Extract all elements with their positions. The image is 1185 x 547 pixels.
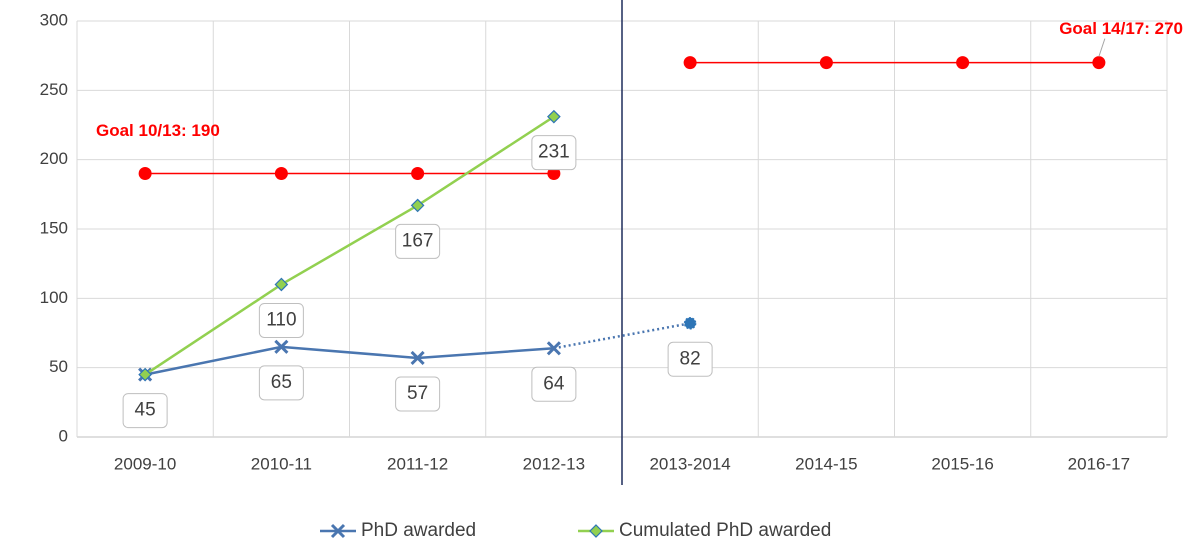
x-tick-label: 2009-10 <box>114 454 176 473</box>
y-tick-label: 150 <box>40 218 68 237</box>
x-tick-label: 2014-15 <box>795 454 857 473</box>
y-tick-label: 50 <box>49 357 68 376</box>
data-label-box <box>531 135 577 171</box>
marker-diamond <box>547 109 561 124</box>
data-label: 45 <box>135 400 156 421</box>
goal-point <box>411 167 425 181</box>
data-label: 64 <box>543 373 565 394</box>
marker-diamond <box>589 524 603 538</box>
data-label: 231 <box>538 142 570 163</box>
legend-label: Cumulated PhD awarded <box>619 520 831 541</box>
y-tick-label: 0 <box>59 426 68 445</box>
data-label: 57 <box>407 383 428 404</box>
marker-diamond <box>410 198 425 213</box>
x-tick-label: 2016-17 <box>1068 454 1130 473</box>
goal-point <box>138 167 152 181</box>
series-line-dotted <box>553 322 691 350</box>
data-label-box <box>395 376 441 412</box>
series-line <box>144 115 555 376</box>
data-label-box <box>395 223 441 259</box>
marker-projected <box>683 317 697 330</box>
data-label: 82 <box>680 348 701 369</box>
x-tick-label: 2011-12 <box>387 454 448 473</box>
data-label-box <box>667 341 713 377</box>
goal-point <box>274 167 288 181</box>
marker-x <box>546 341 561 356</box>
series-line <box>144 345 554 376</box>
leader-line <box>1098 38 1106 57</box>
x-tick-label: 2013-2014 <box>649 454 730 473</box>
y-tick-label: 300 <box>40 10 68 29</box>
legend-label: PhD awarded <box>361 520 476 541</box>
data-label-box <box>258 302 304 338</box>
data-label: 167 <box>402 230 434 251</box>
goal-label: Goal 14/17: 270 <box>1059 19 1183 38</box>
data-label-box <box>122 393 168 429</box>
x-tick-label: 2012-13 <box>523 454 585 473</box>
x-tick-label: 2010-11 <box>251 454 312 473</box>
y-tick-label: 100 <box>40 288 68 307</box>
goal-point <box>683 56 697 70</box>
goal-label: Goal 10/13: 190 <box>96 121 220 140</box>
y-tick-label: 250 <box>40 80 68 99</box>
marker-x <box>274 339 289 354</box>
marker-x <box>330 523 346 539</box>
data-label-box <box>531 366 577 402</box>
goal-point <box>547 167 561 181</box>
y-tick-label: 200 <box>40 149 68 168</box>
x-tick-label: 2015-16 <box>931 454 993 473</box>
data-label: 65 <box>271 372 292 393</box>
goal-point <box>819 56 833 70</box>
marker-x <box>410 350 425 366</box>
data-label-box <box>258 365 304 401</box>
data-label: 110 <box>266 309 296 330</box>
marker-diamond <box>138 367 152 382</box>
marker-diamond <box>274 277 289 292</box>
goal-point <box>1092 56 1106 70</box>
goal-point <box>956 56 970 70</box>
